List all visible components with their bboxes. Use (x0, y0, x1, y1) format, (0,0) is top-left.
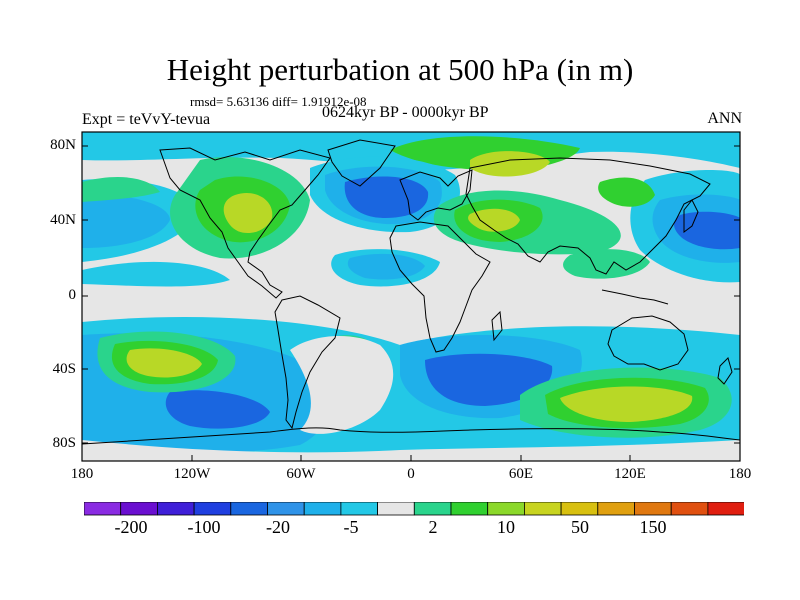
lat-label: 0 (68, 287, 77, 303)
contour-sh-negstrong (165, 390, 270, 429)
colorbar-label: 2 (428, 517, 438, 537)
colorbar-swatch (120, 502, 158, 516)
coast-asia (465, 157, 711, 275)
colorbar-swatch (193, 502, 232, 516)
colorbar-label: -100 (187, 517, 221, 537)
colorbar-swatch (523, 502, 562, 516)
contour-arctic-posstrong (470, 151, 550, 177)
lon-label: 180 (728, 466, 752, 482)
colorbar-swatch (84, 502, 122, 516)
lon-label: 0 (407, 466, 415, 482)
contour-sindian-negstrong (425, 353, 553, 406)
experiment-label: Expt = teVvY-tevua (82, 111, 211, 128)
colorbar-label: -200 (114, 517, 148, 537)
colorbar-swatch (230, 502, 268, 516)
lat-label: 40N (50, 212, 76, 228)
colorbar (84, 502, 744, 516)
lon-label: 180 (70, 466, 94, 482)
contour-seasia-pos (563, 249, 650, 279)
colorbar-swatch (157, 502, 195, 516)
contour-wpac-negstrong (674, 211, 740, 250)
season-label: ANN (707, 110, 742, 127)
lon-label: 60W (286, 466, 316, 482)
contour-pacific-tongue (82, 261, 230, 287)
axis-ticks (81, 145, 741, 461)
coast-africa (389, 221, 491, 353)
coast-north-america (159, 147, 331, 299)
coast-japan (683, 199, 699, 233)
coastlines (82, 139, 740, 445)
contour-sh-neutral-gap (290, 335, 394, 434)
colorbar-swatch (707, 502, 744, 516)
colorbar-label: 50 (571, 517, 589, 537)
lat-label: 80N (50, 137, 76, 153)
lon-label: 120E (614, 466, 646, 482)
colorbar-swatch (597, 502, 635, 516)
colorbar-swatch (377, 502, 415, 516)
colorbar-label: 150 (639, 517, 667, 537)
colorbar-swatch (670, 502, 709, 516)
coast-indonesia (601, 289, 669, 305)
colorbar-swatch (303, 502, 342, 516)
lat-label: 80S (52, 435, 76, 451)
colorbar-swatch (450, 502, 489, 516)
colorbar-swatch (560, 502, 599, 516)
contour-atlantic-eq-negmid (347, 253, 425, 280)
coast-antarctica (82, 427, 740, 445)
lon-label: 120W (173, 466, 211, 482)
colorbar-swatch (634, 502, 672, 516)
contour-npac-negmid (82, 194, 170, 248)
coast-australia (607, 315, 689, 371)
contour-antarctic-neutral (82, 440, 740, 461)
lon-label: 60E (508, 466, 534, 482)
chart-title: Height perturbation at 500 hPa (in m) (166, 52, 634, 87)
stats-label: rmsd= 5.63136 diff= 1.91912e-08 (190, 94, 367, 109)
colorbar-swatch (340, 502, 378, 516)
colorbar-label: -20 (266, 517, 290, 537)
contour-npac-pos (82, 177, 160, 202)
colorbar-label: -5 (343, 517, 359, 537)
contour-saus-posstrong (560, 386, 693, 422)
lat-label: 40S (52, 361, 76, 377)
coast-europe (399, 169, 473, 221)
contour-namerica-posstrong (223, 192, 273, 234)
colorbar-swatch (267, 502, 305, 516)
contour-natl-negstrong (344, 176, 429, 218)
coast-new-zealand (717, 357, 733, 385)
coast-greenland (327, 139, 396, 187)
coast-madagascar (491, 310, 503, 342)
contour-eurasia-posstrong (468, 208, 520, 232)
colorbar-label: 10 (497, 517, 515, 537)
contour-spac-posstrong (126, 348, 202, 378)
colorbar-swatch (487, 502, 525, 516)
coast-south-america (274, 295, 341, 430)
period-label: 0624kyr BP - 0000kyr BP (322, 104, 489, 121)
colorbar-swatch (413, 502, 452, 516)
contour-eastasia-posmid (598, 177, 655, 207)
